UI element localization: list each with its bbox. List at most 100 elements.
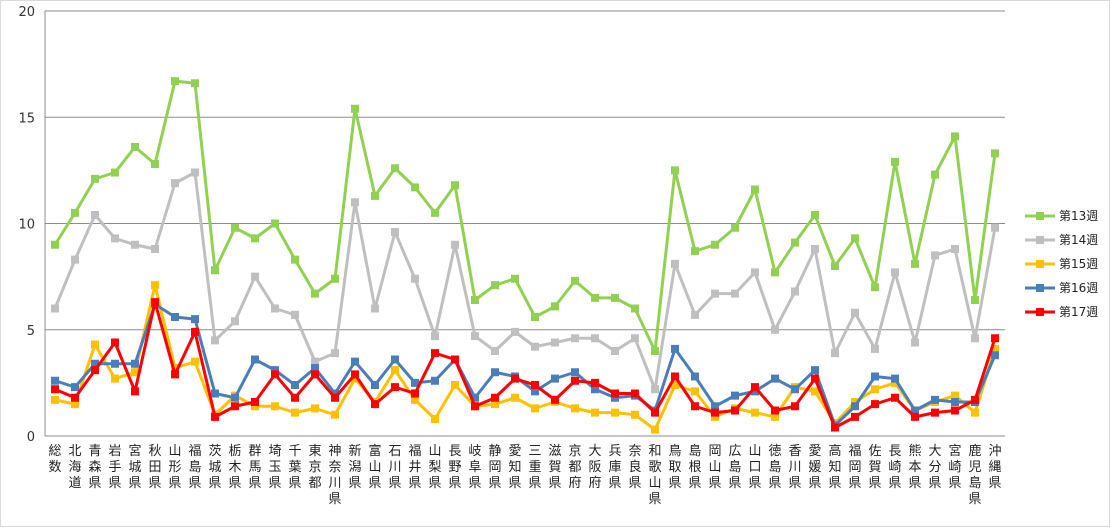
data-point xyxy=(391,383,399,392)
data-point xyxy=(671,372,679,381)
data-point xyxy=(311,357,319,366)
data-point xyxy=(611,389,619,398)
data-point xyxy=(331,393,339,402)
data-point xyxy=(471,332,479,341)
series-line xyxy=(53,171,997,391)
data-point xyxy=(851,412,859,421)
data-point xyxy=(591,378,599,387)
data-point xyxy=(191,327,199,336)
data-point xyxy=(911,412,919,421)
data-point xyxy=(951,132,959,141)
data-point xyxy=(251,398,259,406)
data-point xyxy=(631,334,639,343)
x-tick-label: 岐阜県 xyxy=(468,444,481,491)
data-point xyxy=(191,357,199,366)
x-tick-label: 愛知県 xyxy=(508,444,521,491)
data-point xyxy=(611,293,619,302)
data-point xyxy=(931,395,939,404)
data-point xyxy=(651,347,659,355)
x-tick-label: 大阪府 xyxy=(588,444,601,491)
data-point xyxy=(131,368,139,377)
data-point xyxy=(331,274,339,283)
data-point xyxy=(151,160,159,168)
data-point xyxy=(491,347,499,355)
data-point xyxy=(811,211,819,219)
data-point xyxy=(851,234,859,243)
legend-item: 第14週 xyxy=(1025,233,1098,247)
data-point xyxy=(391,228,399,236)
data-point xyxy=(891,393,899,402)
data-point xyxy=(831,423,839,432)
data-point xyxy=(51,385,59,394)
data-point xyxy=(311,289,319,298)
data-point xyxy=(531,387,539,396)
x-tick-label: 宮城県 xyxy=(128,443,141,491)
x-tick-label: 鳥取県 xyxy=(668,444,681,491)
data-point xyxy=(591,408,599,417)
data-point xyxy=(111,234,119,243)
data-point xyxy=(71,208,79,217)
data-point xyxy=(511,374,519,383)
data-point xyxy=(291,408,299,417)
data-point xyxy=(291,255,299,264)
data-point xyxy=(791,238,799,247)
x-tick-label: 愛媛県 xyxy=(808,444,821,491)
data-point xyxy=(231,393,239,402)
data-point xyxy=(871,385,879,394)
data-point xyxy=(531,381,539,389)
x-tick-label: 秋田県 xyxy=(148,444,161,491)
data-point xyxy=(771,406,779,415)
data-point xyxy=(871,344,879,353)
data-point xyxy=(691,310,699,319)
x-tick-label: 宮崎県 xyxy=(948,443,961,491)
data-point xyxy=(991,149,999,158)
data-point xyxy=(711,289,719,298)
y-axis: 0 5 10 15 20 xyxy=(18,5,46,445)
data-point xyxy=(851,308,859,317)
data-point xyxy=(171,77,179,86)
data-point xyxy=(91,359,99,368)
x-tick-label: 埼玉県 xyxy=(268,444,281,491)
data-point xyxy=(931,170,939,179)
data-point xyxy=(171,179,179,188)
data-point xyxy=(271,304,279,313)
data-point xyxy=(811,387,819,396)
data-point xyxy=(731,223,739,232)
x-tick-label: 熊本県 xyxy=(908,443,921,491)
data-point xyxy=(731,406,739,415)
data-point xyxy=(251,402,259,411)
data-point xyxy=(691,387,699,396)
data-point xyxy=(291,393,299,402)
data-point xyxy=(651,425,659,434)
data-point xyxy=(571,376,579,385)
data-point xyxy=(131,387,139,396)
data-point xyxy=(491,400,499,409)
data-point xyxy=(451,181,459,190)
data-point xyxy=(271,402,279,411)
data-point xyxy=(571,368,579,377)
data-point xyxy=(351,357,359,366)
legend-label: 第14週 xyxy=(1059,233,1098,247)
x-tick-label: 島根県 xyxy=(688,444,701,491)
data-point xyxy=(391,355,399,364)
data-point xyxy=(431,376,439,385)
series-2 xyxy=(51,168,999,394)
y-tick-label: 15 xyxy=(18,111,35,126)
data-point xyxy=(671,381,679,389)
data-point xyxy=(231,223,239,232)
data-point xyxy=(91,174,99,183)
x-tick-label: 三重県 xyxy=(528,444,541,491)
x-tick-label: 青森県 xyxy=(88,444,101,491)
x-tick-label: 和歌山県 xyxy=(648,444,661,507)
data-point xyxy=(911,259,919,268)
y-tick-label: 5 xyxy=(27,324,35,339)
data-point xyxy=(451,381,459,389)
data-point xyxy=(51,304,59,313)
data-point xyxy=(211,266,219,275)
data-point xyxy=(231,402,239,411)
data-point xyxy=(531,342,539,351)
data-point xyxy=(951,398,959,406)
data-point xyxy=(771,374,779,383)
